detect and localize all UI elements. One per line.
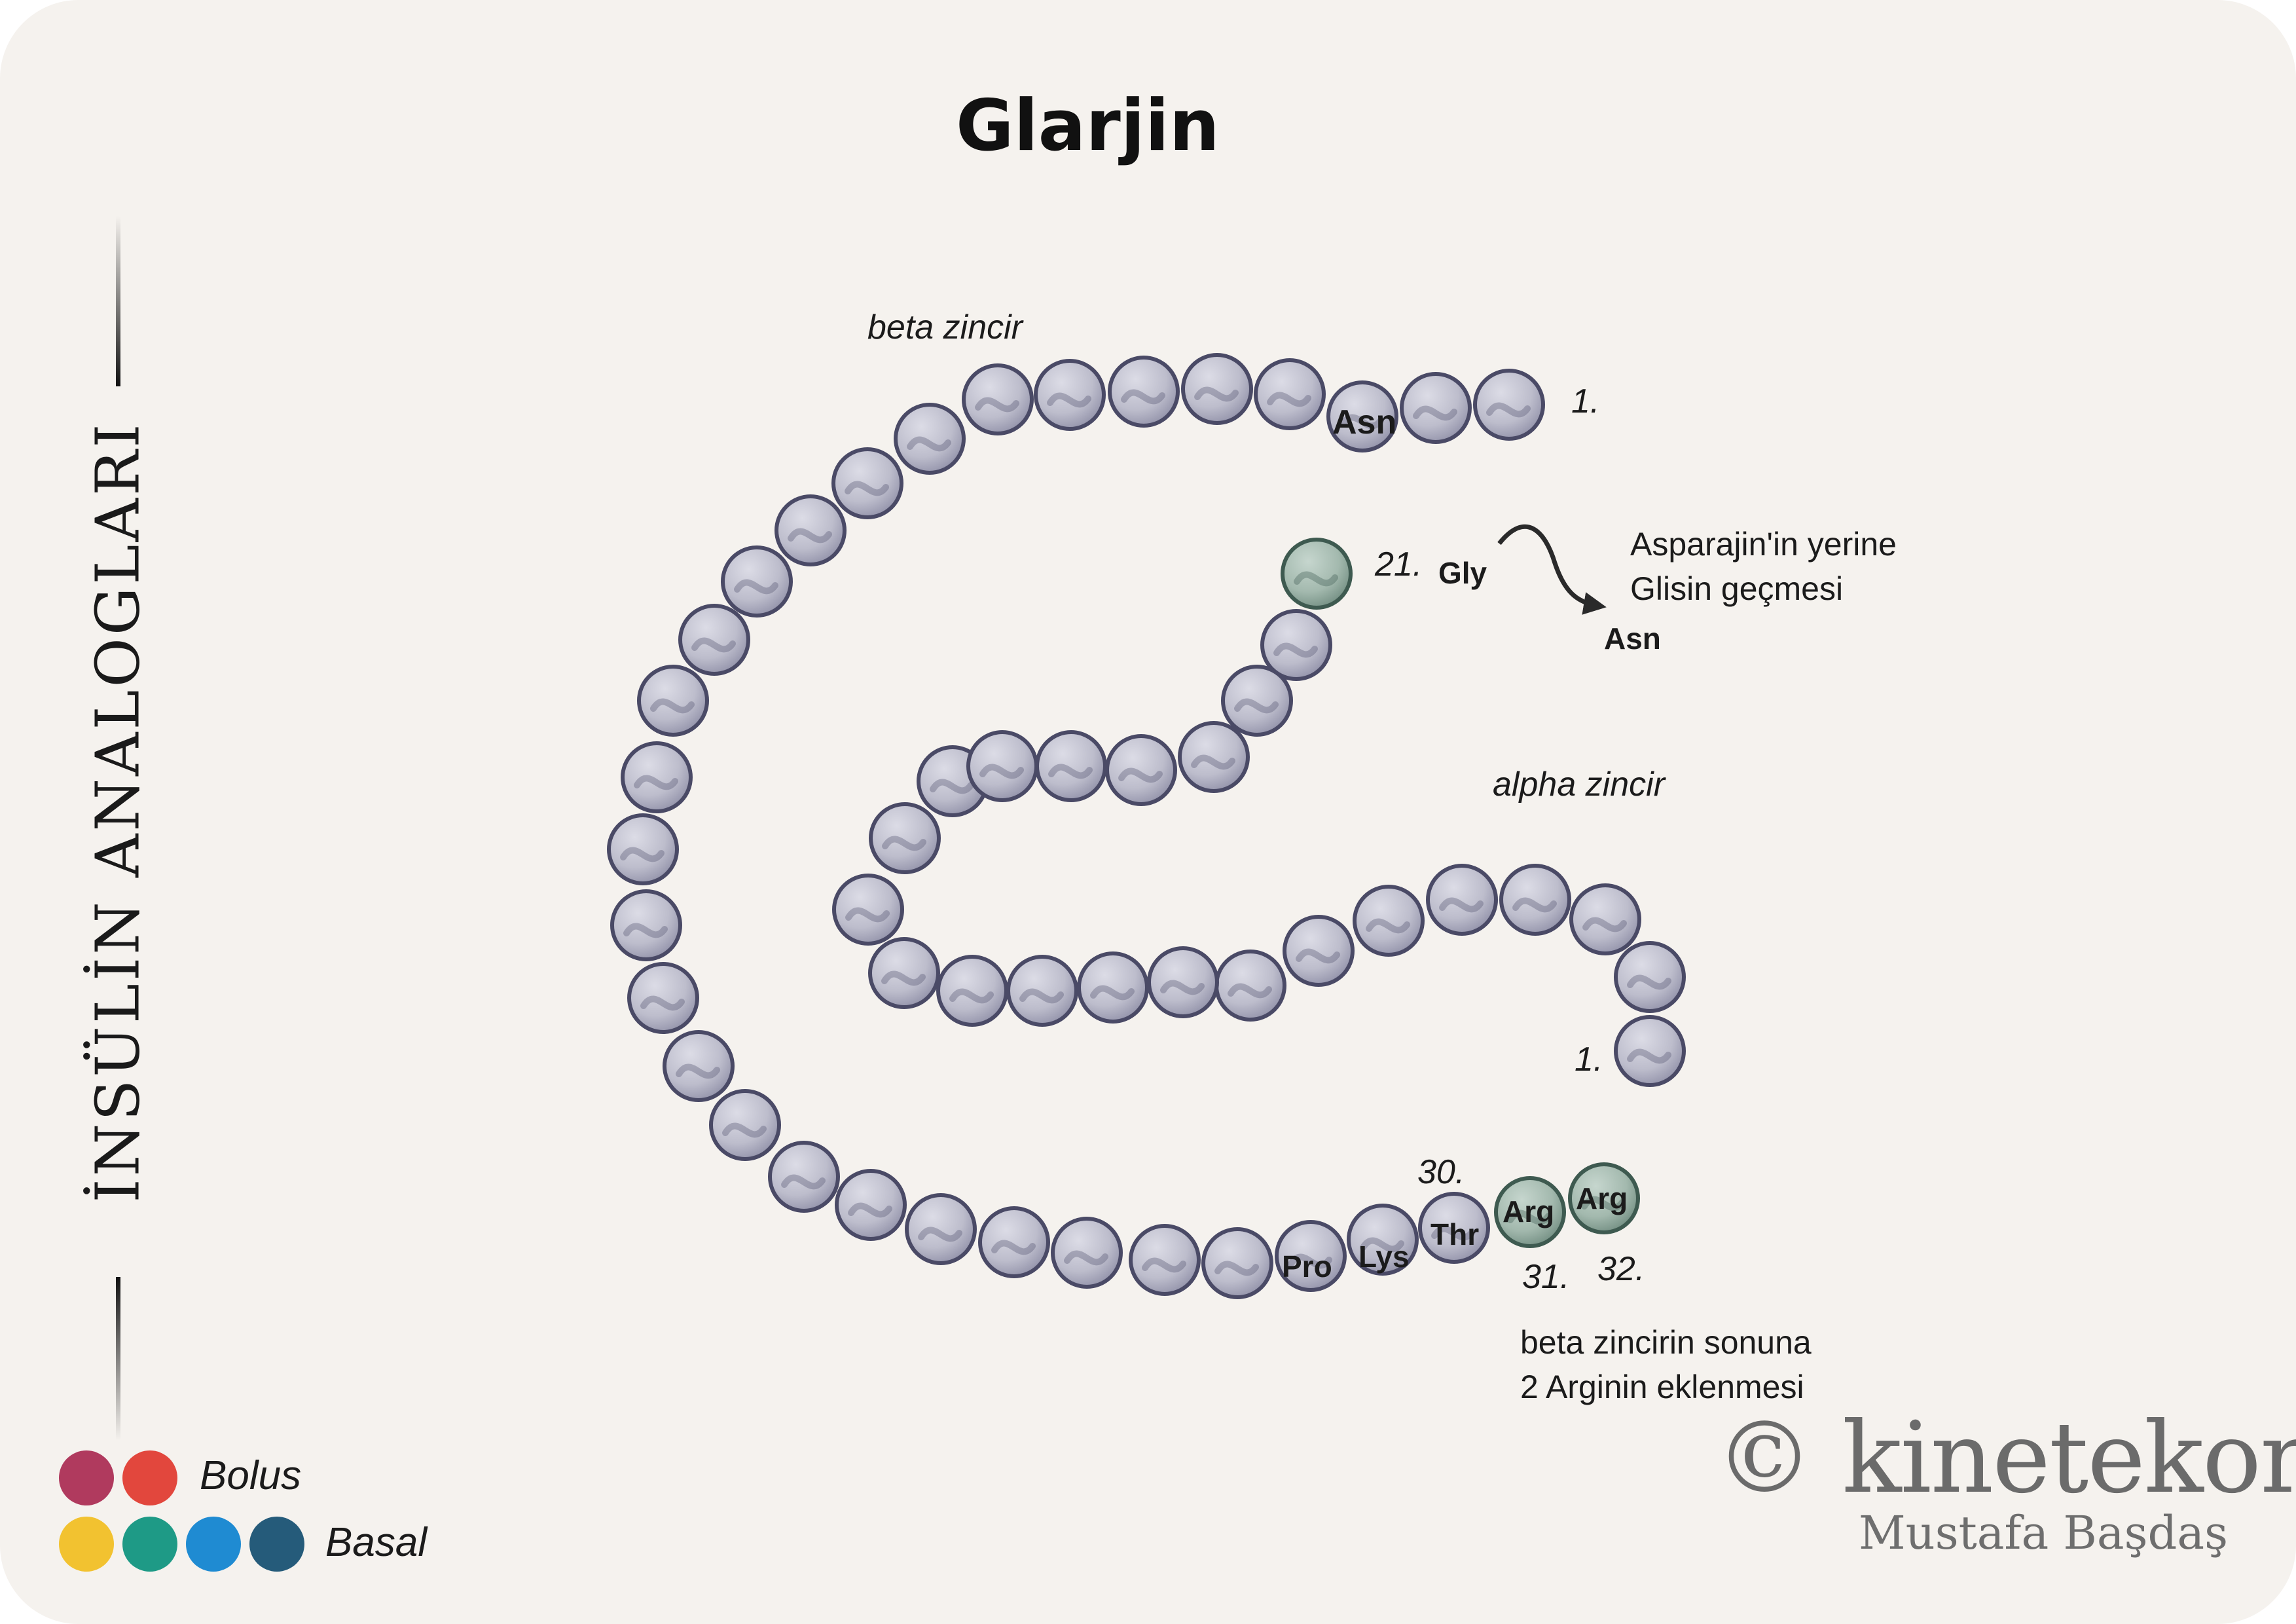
- beta-residue-bead: [1568, 1162, 1640, 1234]
- residue-label-lys: Lys: [1358, 1240, 1410, 1274]
- beta-residue-bead: [663, 1030, 735, 1102]
- residue-label-pro: Pro: [1282, 1249, 1332, 1283]
- alpha-start-label: 1.: [1575, 1041, 1603, 1079]
- alpha-residue-bead: [966, 730, 1038, 802]
- arginine-note-line-2: 2 Arginin eklenmesi: [1520, 1369, 1804, 1405]
- alpha-residue-bead: [1221, 665, 1293, 737]
- alpha-residue-bead: [1569, 883, 1641, 955]
- alpha-residue-bead: [832, 874, 904, 946]
- substitution-target-label: Asn: [1604, 621, 1661, 655]
- alpha-residue-bead: [1353, 885, 1425, 957]
- alpha-residue-bead: [1035, 730, 1107, 802]
- beta-residue-bead: [1275, 1220, 1347, 1292]
- beta-residue-bead: [607, 813, 679, 885]
- beta-residue-bead: [1108, 356, 1180, 428]
- beta-residue-bead: [610, 889, 682, 961]
- author-name: Mustafa Başdaş: [1859, 1506, 2228, 1560]
- alpha-residue-bead: [1147, 946, 1219, 1018]
- alpha-residue-bead: [1077, 951, 1149, 1024]
- beta-chain-label: beta zincir: [867, 308, 1023, 346]
- basal-dot-1: [59, 1517, 114, 1572]
- arginine-note: beta zincirin sonuna 2 Arginin eklenmesi: [1520, 1320, 1812, 1409]
- brand-logo: © kinetekor.: [1715, 1401, 2296, 1515]
- basal-label: Basal: [325, 1520, 428, 1565]
- beta-residue-bead: [721, 545, 793, 618]
- beta-residue-bead: [1201, 1227, 1273, 1299]
- beta-residue-bead: [627, 962, 699, 1034]
- beta-residue-bead: [678, 604, 750, 676]
- substitution-arrow: [1497, 524, 1607, 615]
- basal-dot-4: [249, 1517, 304, 1572]
- alpha-residue-bead: [1614, 1015, 1686, 1087]
- beta-residue-bead: [894, 403, 966, 475]
- beta-residue-bead: [978, 1206, 1050, 1278]
- beta-residue-bead: [709, 1089, 781, 1161]
- page-title: Glarjin: [956, 85, 1220, 167]
- beta-residue-bead: [1129, 1224, 1201, 1296]
- beta-start-label: 1.: [1571, 382, 1600, 420]
- beta-residue-bead: [1326, 380, 1398, 452]
- alpha-residue-bead: [1006, 955, 1078, 1027]
- beta-residue-bead: [1473, 369, 1545, 441]
- beta-residue-bead: [1181, 353, 1253, 425]
- alpha-residue-bead: [1214, 950, 1286, 1022]
- side-divider-bottom: [116, 1277, 120, 1441]
- alpha-position-21: 21.: [1375, 545, 1423, 583]
- alpha-residue-bead: [1614, 941, 1686, 1013]
- residue-label-gly: Gly: [1438, 556, 1487, 590]
- substitution-note-line-2: Glisin geçmesi: [1630, 570, 1844, 607]
- bolus-dot-2: [122, 1450, 177, 1505]
- alpha-residue-bead: [1426, 864, 1498, 936]
- beta-residue-bead: [1418, 1192, 1490, 1264]
- beta-residue-bead: [1034, 359, 1106, 431]
- beta-residue-bead: [1051, 1217, 1123, 1289]
- alpha-residue-bead: [1178, 721, 1250, 793]
- alpha-residue-bead: [1260, 609, 1332, 681]
- residue-label-arg-31: Arg: [1503, 1194, 1555, 1228]
- substitution-note-line-1: Asparajin'in yerine: [1630, 526, 1897, 563]
- basal-dot-2: [122, 1517, 177, 1572]
- beta-residue-bead: [621, 741, 693, 813]
- alpha-residue-bead: [1105, 734, 1177, 806]
- beta-position-32: 32.: [1597, 1250, 1645, 1288]
- beta-residue-bead: [835, 1169, 907, 1241]
- bolus-label: Bolus: [200, 1453, 302, 1498]
- alpha-residue-bead: [1281, 538, 1353, 610]
- beta-position-30: 30.: [1417, 1153, 1465, 1191]
- beta-position-31: 31.: [1522, 1258, 1570, 1296]
- substitution-note: Asparajin'in yerine Glisin geçmesi: [1630, 522, 1897, 611]
- beta-residue-bead: [637, 665, 709, 737]
- beta-residue-bead: [768, 1141, 840, 1213]
- side-divider-top: [116, 216, 120, 386]
- beta-residue-bead: [1494, 1176, 1566, 1248]
- alpha-chain-label: alpha zincir: [1493, 766, 1666, 803]
- alpha-residue-bead: [868, 937, 940, 1009]
- beta-residue-bead: [1347, 1204, 1419, 1276]
- residue-label-thr: Thr: [1430, 1217, 1480, 1251]
- beta-residue-bead: [831, 447, 903, 519]
- alpha-residue-bead: [1499, 864, 1571, 936]
- residue-label-arg-32: Arg: [1576, 1181, 1628, 1215]
- alpha-residue-bead: [1283, 915, 1355, 987]
- arginine-note-line-1: beta zincirin sonuna: [1520, 1324, 1812, 1361]
- basal-dot-3: [186, 1517, 241, 1572]
- beta-residue-bead: [1400, 372, 1472, 444]
- residue-label-asn-beta: Asn: [1332, 403, 1397, 441]
- alpha-residue-bead: [869, 802, 941, 874]
- beta-residue-bead: [962, 363, 1034, 435]
- beta-residue-bead: [1254, 358, 1326, 430]
- beta-residue-bead: [905, 1193, 977, 1265]
- bolus-dot-1: [59, 1450, 114, 1505]
- alpha-residue-bead: [936, 955, 1008, 1027]
- beta-residue-bead: [774, 494, 847, 566]
